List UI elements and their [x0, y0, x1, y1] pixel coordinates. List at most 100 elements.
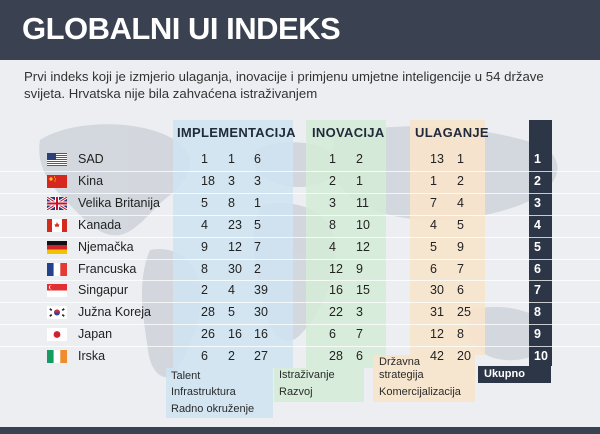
country-name: Japan	[78, 327, 113, 341]
rank-infrastruktura: 8	[228, 196, 235, 210]
rank-talent: 5	[201, 196, 208, 210]
rank-komercijalizacija: 1	[457, 152, 464, 166]
rank-talent: 28	[201, 305, 215, 319]
rank-strategija: 12	[430, 327, 444, 341]
rank-istrazivanje: 6	[329, 327, 336, 341]
rank-talent: 18	[201, 174, 215, 188]
total-rank: 2	[534, 174, 541, 188]
country-name: Singapur	[78, 283, 129, 297]
rank-strategija: 7	[430, 196, 437, 210]
rank-infrastruktura: 23	[228, 218, 242, 232]
rank-talent: 8	[201, 262, 208, 276]
legend-ukupno: Ukupno	[484, 368, 525, 380]
country-name: Francuska	[78, 262, 137, 276]
legend-talent: Talent	[171, 370, 201, 382]
implementacija-column-band	[173, 120, 293, 368]
implementacija-legend-band	[166, 368, 273, 418]
ulaganje-legend-band	[373, 355, 475, 402]
row-separator	[0, 193, 600, 194]
country-name: SAD	[78, 152, 104, 166]
rank-talent: 26	[201, 327, 215, 341]
rank-razvoj: 12	[356, 240, 370, 254]
rank-radno: 5	[254, 218, 261, 232]
row-separator	[0, 324, 600, 325]
rank-radno: 16	[254, 327, 268, 341]
legend-strategija: strategija	[379, 369, 424, 381]
row-separator	[0, 346, 600, 347]
rank-istrazivanje: 4	[329, 240, 336, 254]
page-title: GLOBALNI UI INDEKS	[22, 11, 341, 46]
rank-komercijalizacija: 5	[457, 218, 464, 232]
usa-flag-icon	[47, 153, 67, 166]
total-rank: 4	[534, 218, 541, 232]
implementacija-header: IMPLEMENTACIJA	[177, 125, 296, 140]
rank-komercijalizacija: 6	[457, 283, 464, 297]
legend-radno-okruzenje: Radno okruženje	[171, 403, 255, 415]
rank-radno: 1	[254, 196, 261, 210]
rank-istrazivanje: 2	[329, 174, 336, 188]
total-rank: 1	[534, 152, 541, 166]
rank-istrazivanje: 22	[329, 305, 343, 319]
ukupno-column-band	[529, 120, 552, 366]
uk-flag-icon	[47, 197, 67, 210]
rank-infrastruktura: 1	[228, 152, 235, 166]
rank-radno: 3	[254, 174, 261, 188]
rank-radno: 6	[254, 152, 261, 166]
rank-istrazivanje: 1	[329, 152, 336, 166]
total-rank: 7	[534, 283, 541, 297]
rank-razvoj: 15	[356, 283, 370, 297]
total-rank: 8	[534, 305, 541, 319]
rank-strategija: 4	[430, 218, 437, 232]
rank-talent: 9	[201, 240, 208, 254]
footer-bar	[0, 427, 600, 434]
row-separator	[0, 280, 600, 281]
rank-strategija: 31	[430, 305, 444, 319]
total-rank: 9	[534, 327, 541, 341]
ireland-flag-icon	[47, 350, 67, 363]
legend-komercijalizacija: Komercijalizacija	[379, 386, 461, 398]
rank-strategija: 42	[430, 349, 444, 363]
row-separator	[0, 237, 600, 238]
legend-drzavna: Državna	[379, 356, 420, 368]
rank-istrazivanje: 28	[329, 349, 343, 363]
total-rank: 5	[534, 240, 541, 254]
rank-strategija: 30	[430, 283, 444, 297]
rank-komercijalizacija: 2	[457, 174, 464, 188]
rank-komercijalizacija: 7	[457, 262, 464, 276]
rank-istrazivanje: 12	[329, 262, 343, 276]
rank-infrastruktura: 5	[228, 305, 235, 319]
rank-infrastruktura: 30	[228, 262, 242, 276]
country-name: Kina	[78, 174, 104, 188]
rank-talent: 2	[201, 283, 208, 297]
inovacija-column-band	[306, 120, 386, 368]
rank-infrastruktura: 3	[228, 174, 235, 188]
rank-radno: 2	[254, 262, 261, 276]
singapore-flag-icon	[47, 284, 67, 297]
rank-radno: 30	[254, 305, 268, 319]
rank-razvoj: 9	[356, 262, 363, 276]
rank-talent: 4	[201, 218, 208, 232]
rank-strategija: 6	[430, 262, 437, 276]
total-rank: 6	[534, 262, 541, 276]
rank-komercijalizacija: 4	[457, 196, 464, 210]
rank-radno: 39	[254, 283, 268, 297]
rank-radno: 7	[254, 240, 261, 254]
rank-strategija: 1	[430, 174, 437, 188]
inovacija-legend-band	[274, 368, 364, 402]
rank-strategija: 13	[430, 152, 444, 166]
rank-komercijalizacija: 9	[457, 240, 464, 254]
rank-istrazivanje: 3	[329, 196, 336, 210]
country-name: Kanada	[78, 218, 122, 232]
japan-flag-icon	[47, 328, 67, 341]
rank-komercijalizacija: 25	[457, 305, 471, 319]
south-korea-flag-icon	[47, 306, 67, 319]
legend-razvoj: Razvoj	[279, 386, 313, 398]
country-name: Velika Britanija	[78, 196, 160, 210]
row-separator	[0, 259, 600, 260]
china-flag-icon	[47, 175, 67, 188]
country-name: Južna Koreja	[78, 305, 151, 319]
rank-infrastruktura: 2	[228, 349, 235, 363]
legend-infrastruktura: Infrastruktura	[171, 386, 236, 398]
france-flag-icon	[47, 263, 67, 276]
